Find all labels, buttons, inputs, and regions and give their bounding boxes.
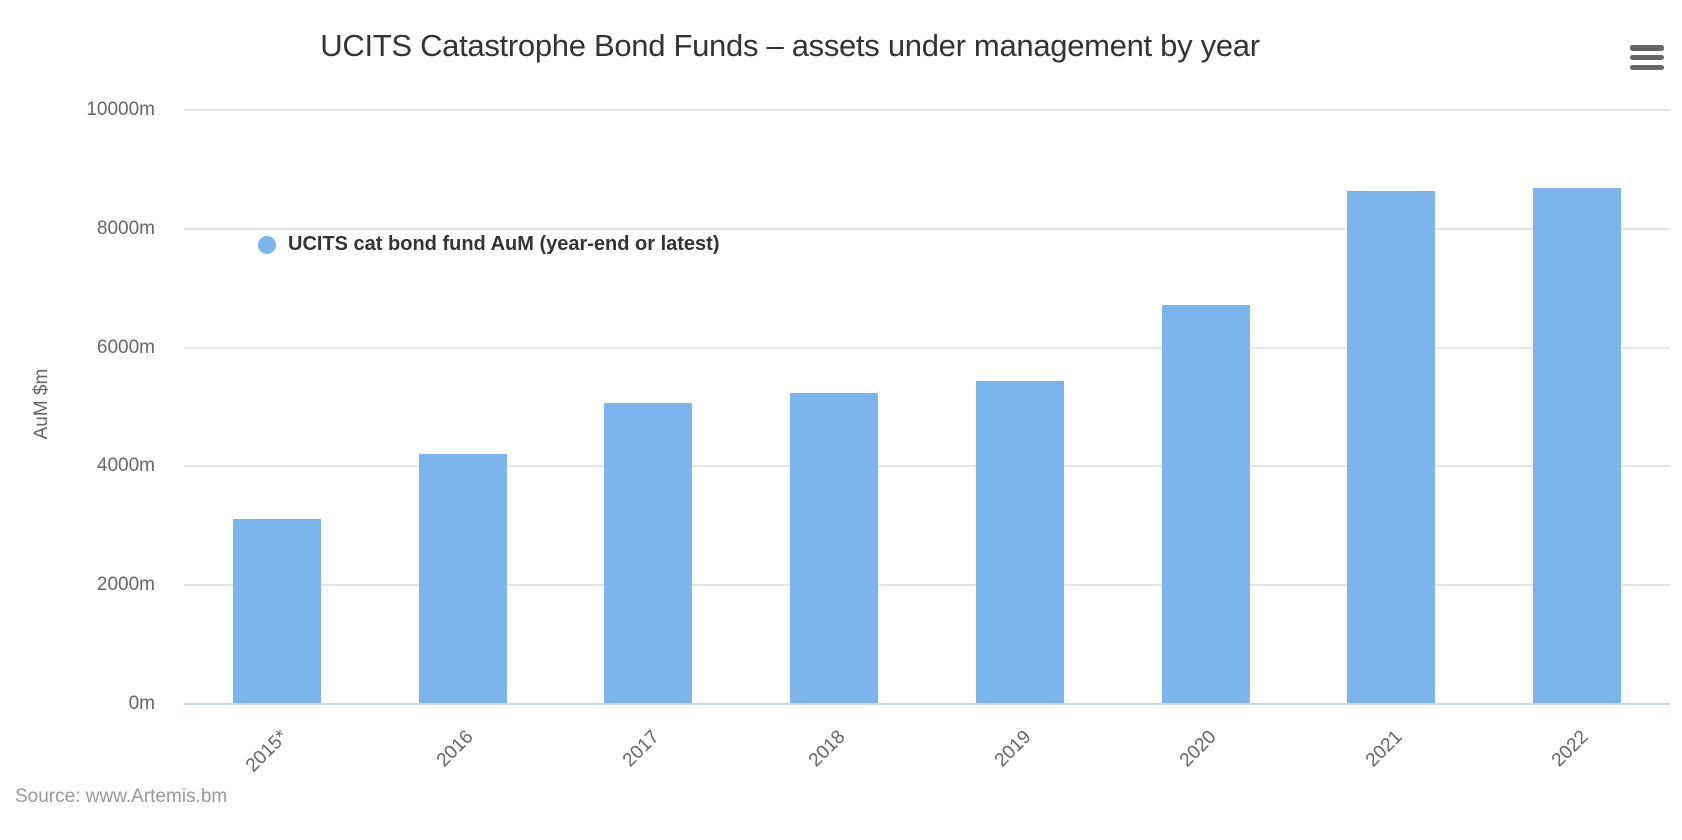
x-axis-line: [184, 703, 1670, 705]
legend-item[interactable]: UCITS cat bond fund AuM (year-end or lat…: [258, 233, 720, 256]
export-menu-button[interactable]: [1630, 45, 1664, 70]
source-credit-link[interactable]: Source: www.Artemis.bm: [15, 786, 228, 807]
x-axis-tick-label: 2017: [618, 726, 664, 772]
y-axis-tick-label: 8000m: [96, 217, 155, 239]
bar-2019[interactable]: [975, 380, 1064, 704]
hamburger-icon: [1630, 54, 1664, 61]
x-axis-tick-label: 2015*: [242, 726, 293, 777]
bar-2020[interactable]: [1161, 305, 1250, 704]
hamburger-icon: [1630, 45, 1664, 51]
y-gridline: [184, 346, 1670, 349]
bar-2022[interactable]: [1533, 187, 1622, 704]
y-gridline: [184, 584, 1670, 587]
y-gridline: [184, 227, 1670, 230]
y-axis-tick-label: 10000m: [86, 99, 155, 120]
x-axis-tick-label: 2021: [1361, 726, 1407, 772]
y-gridline: [184, 109, 1670, 111]
y-axis-tick-label: 6000m: [96, 336, 155, 358]
bar-2021[interactable]: [1347, 190, 1436, 704]
legend-label: UCITS cat bond fund AuM (year-end or lat…: [288, 233, 720, 255]
y-gridline: [184, 465, 1670, 468]
x-axis-tick-label: 2022: [1547, 726, 1593, 772]
x-axis-tick-label: 2020: [1176, 726, 1221, 772]
bar-2016[interactable]: [418, 453, 507, 704]
x-axis-tick-label: 2018: [804, 726, 850, 772]
y-axis-tick-label: 0m: [128, 693, 155, 714]
x-axis-tick-label: 2019: [990, 726, 1036, 772]
bar-2015*[interactable]: [232, 518, 321, 704]
hamburger-icon: [1630, 64, 1664, 70]
y-axis-title: AuM $m: [31, 368, 52, 440]
circle-marker-icon: [258, 235, 276, 254]
bar-2017[interactable]: [604, 402, 693, 704]
bar-2018[interactable]: [790, 393, 879, 704]
chart-title: UCITS Catastrophe Bond Funds – assets un…: [320, 28, 1260, 63]
y-axis-tick-label: 2000m: [96, 574, 155, 596]
x-axis-tick-label: 2016: [433, 726, 478, 772]
y-axis-tick-label: 4000m: [96, 455, 155, 477]
